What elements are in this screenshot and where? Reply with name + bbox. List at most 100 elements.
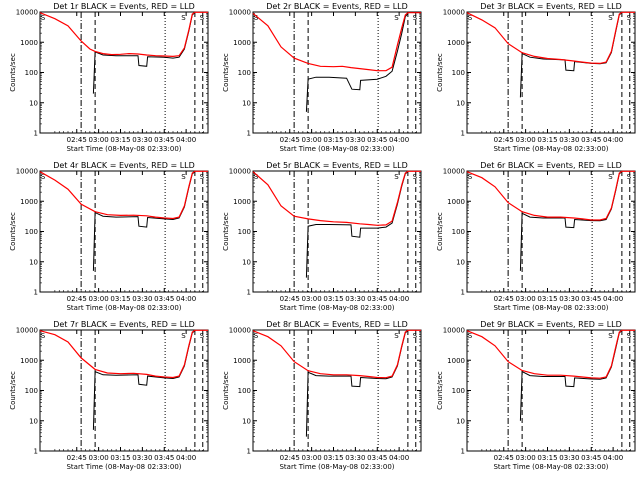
panel-title: Det 6r BLACK = Events, RED = LLD <box>480 161 622 170</box>
y-tick-label: 10 <box>456 417 465 425</box>
x-tick-label: 03:45 <box>154 454 174 462</box>
y-tick-label: 1000 <box>20 357 38 365</box>
y-tick-label: 100 <box>452 69 465 77</box>
panel-5: Det 5r BLACK = Events, RED = LLD 1 10 100 10… <box>222 161 422 312</box>
y-axis-label: Counts/sec <box>436 212 444 251</box>
x-tick-label: 03:15 <box>323 295 343 303</box>
x-tick-label: 03:15 <box>323 454 343 462</box>
x-tick-label: 04:00 <box>389 295 409 303</box>
plot-frame <box>466 170 636 293</box>
y-tick-label: 10 <box>29 258 38 266</box>
y-tick-label: 10000 <box>229 327 251 335</box>
panel-4: Det 4r BLACK = Events, RED = LLD 1 10 100 10… <box>9 161 209 312</box>
x-tick-label: 02:45 <box>67 454 87 462</box>
y-tick-label: 1000 <box>447 198 465 206</box>
x-tick-label: 03:00 <box>302 295 322 303</box>
x-tick-label: 03:00 <box>516 136 536 144</box>
panel-title: Det 3r BLACK = Events, RED = LLD <box>480 2 622 11</box>
y-tick-label: 10 <box>242 258 251 266</box>
y-tick-label: 1 <box>34 289 38 297</box>
y-axis-label: Counts/sec <box>222 53 230 92</box>
x-tick-label: 03:45 <box>367 295 387 303</box>
y-tick-label: 10 <box>456 99 465 107</box>
panel-8: Det 8r BLACK = Events, RED = LLD 1 10 100 10… <box>222 320 422 471</box>
y-tick-label: 1000 <box>233 198 251 206</box>
x-tick-label: 03:30 <box>345 295 365 303</box>
y-tick-label: 10 <box>29 99 38 107</box>
y-tick-label: 1000 <box>447 39 465 47</box>
x-axis-label: Start Time (08-May-08 02:33:00) <box>279 145 394 153</box>
y-tick-label: 1000 <box>447 357 465 365</box>
corner-label: S <box>181 332 186 340</box>
events-series-line <box>92 330 196 430</box>
plot-frame <box>252 329 422 452</box>
panel-title: Det 4r BLACK = Events, RED = LLD <box>53 161 195 170</box>
plot-frame <box>252 11 422 134</box>
x-tick-label: 03:30 <box>132 136 152 144</box>
corner-label: S <box>608 173 613 181</box>
x-tick-label: 03:15 <box>323 136 343 144</box>
corner-label: S <box>394 14 399 22</box>
corner-label: S <box>41 173 46 181</box>
y-axis-label: Counts/sec <box>9 53 17 92</box>
y-tick-label: 100 <box>238 387 251 395</box>
events-series-line <box>305 330 409 437</box>
events-series-line <box>519 171 623 271</box>
y-axis-label: Counts/sec <box>436 371 444 410</box>
events-series-line <box>519 12 623 98</box>
lld-series-line <box>466 170 635 221</box>
x-tick-label: 04:00 <box>389 454 409 462</box>
x-tick-label: 03:00 <box>89 295 109 303</box>
x-tick-label: 03:00 <box>89 454 109 462</box>
y-tick-label: 100 <box>452 228 465 236</box>
x-tick-label: 02:45 <box>494 136 514 144</box>
corner-label: S <box>254 14 259 22</box>
events-series-line <box>92 171 196 271</box>
x-tick-label: 03:30 <box>559 454 579 462</box>
x-tick-label: 03:00 <box>516 454 536 462</box>
x-tick-label: 03:15 <box>110 295 130 303</box>
x-tick-label: 03:00 <box>516 295 536 303</box>
y-tick-label: 100 <box>25 387 38 395</box>
y-tick-label: 1000 <box>20 198 38 206</box>
lld-series-line <box>252 170 421 226</box>
lld-series-line <box>39 329 208 379</box>
y-tick-label: 1 <box>247 130 251 138</box>
lld-series-line <box>252 12 421 72</box>
corner-label: S <box>468 14 473 22</box>
y-tick-label: 10 <box>242 417 251 425</box>
panel-2: Det 2r BLACK = Events, RED = LLD 1 10 100 10… <box>222 2 422 153</box>
y-tick-label: 10000 <box>229 168 251 176</box>
x-tick-label: 04:00 <box>603 454 623 462</box>
y-tick-label: 10000 <box>229 9 251 17</box>
lld-series-line <box>252 329 421 379</box>
x-tick-label: 03:00 <box>89 136 109 144</box>
x-tick-label: 02:45 <box>280 295 300 303</box>
y-tick-label: 1 <box>247 448 251 456</box>
x-axis-label: Start Time (08-May-08 02:33:00) <box>493 145 608 153</box>
plot-frame <box>466 329 636 452</box>
plot-frame <box>39 11 209 134</box>
x-tick-label: 03:15 <box>537 295 557 303</box>
corner-label: S <box>413 173 418 181</box>
x-axis-label: Start Time (08-May-08 02:33:00) <box>66 463 181 471</box>
corner-label: S <box>254 332 259 340</box>
events-series-line <box>305 171 409 278</box>
y-tick-label: 1000 <box>20 39 38 47</box>
panel-title: Det 1r BLACK = Events, RED = LLD <box>53 2 195 11</box>
x-tick-label: 03:45 <box>581 295 601 303</box>
y-tick-label: 100 <box>238 228 251 236</box>
y-tick-label: 10000 <box>443 168 465 176</box>
x-tick-label: 04:00 <box>176 295 196 303</box>
y-tick-label: 10000 <box>443 9 465 17</box>
plot-frame <box>39 170 209 293</box>
panel-6: Det 6r BLACK = Events, RED = LLD 1 10 100 10… <box>436 161 636 312</box>
lld-series-line <box>39 11 208 58</box>
corner-label: S <box>394 332 399 340</box>
x-tick-label: 02:45 <box>494 295 514 303</box>
y-tick-label: 1000 <box>233 357 251 365</box>
panel-title: Det 9r BLACK = Events, RED = LLD <box>480 320 622 329</box>
panel-title: Det 5r BLACK = Events, RED = LLD <box>266 161 408 170</box>
corner-label: S <box>627 173 632 181</box>
